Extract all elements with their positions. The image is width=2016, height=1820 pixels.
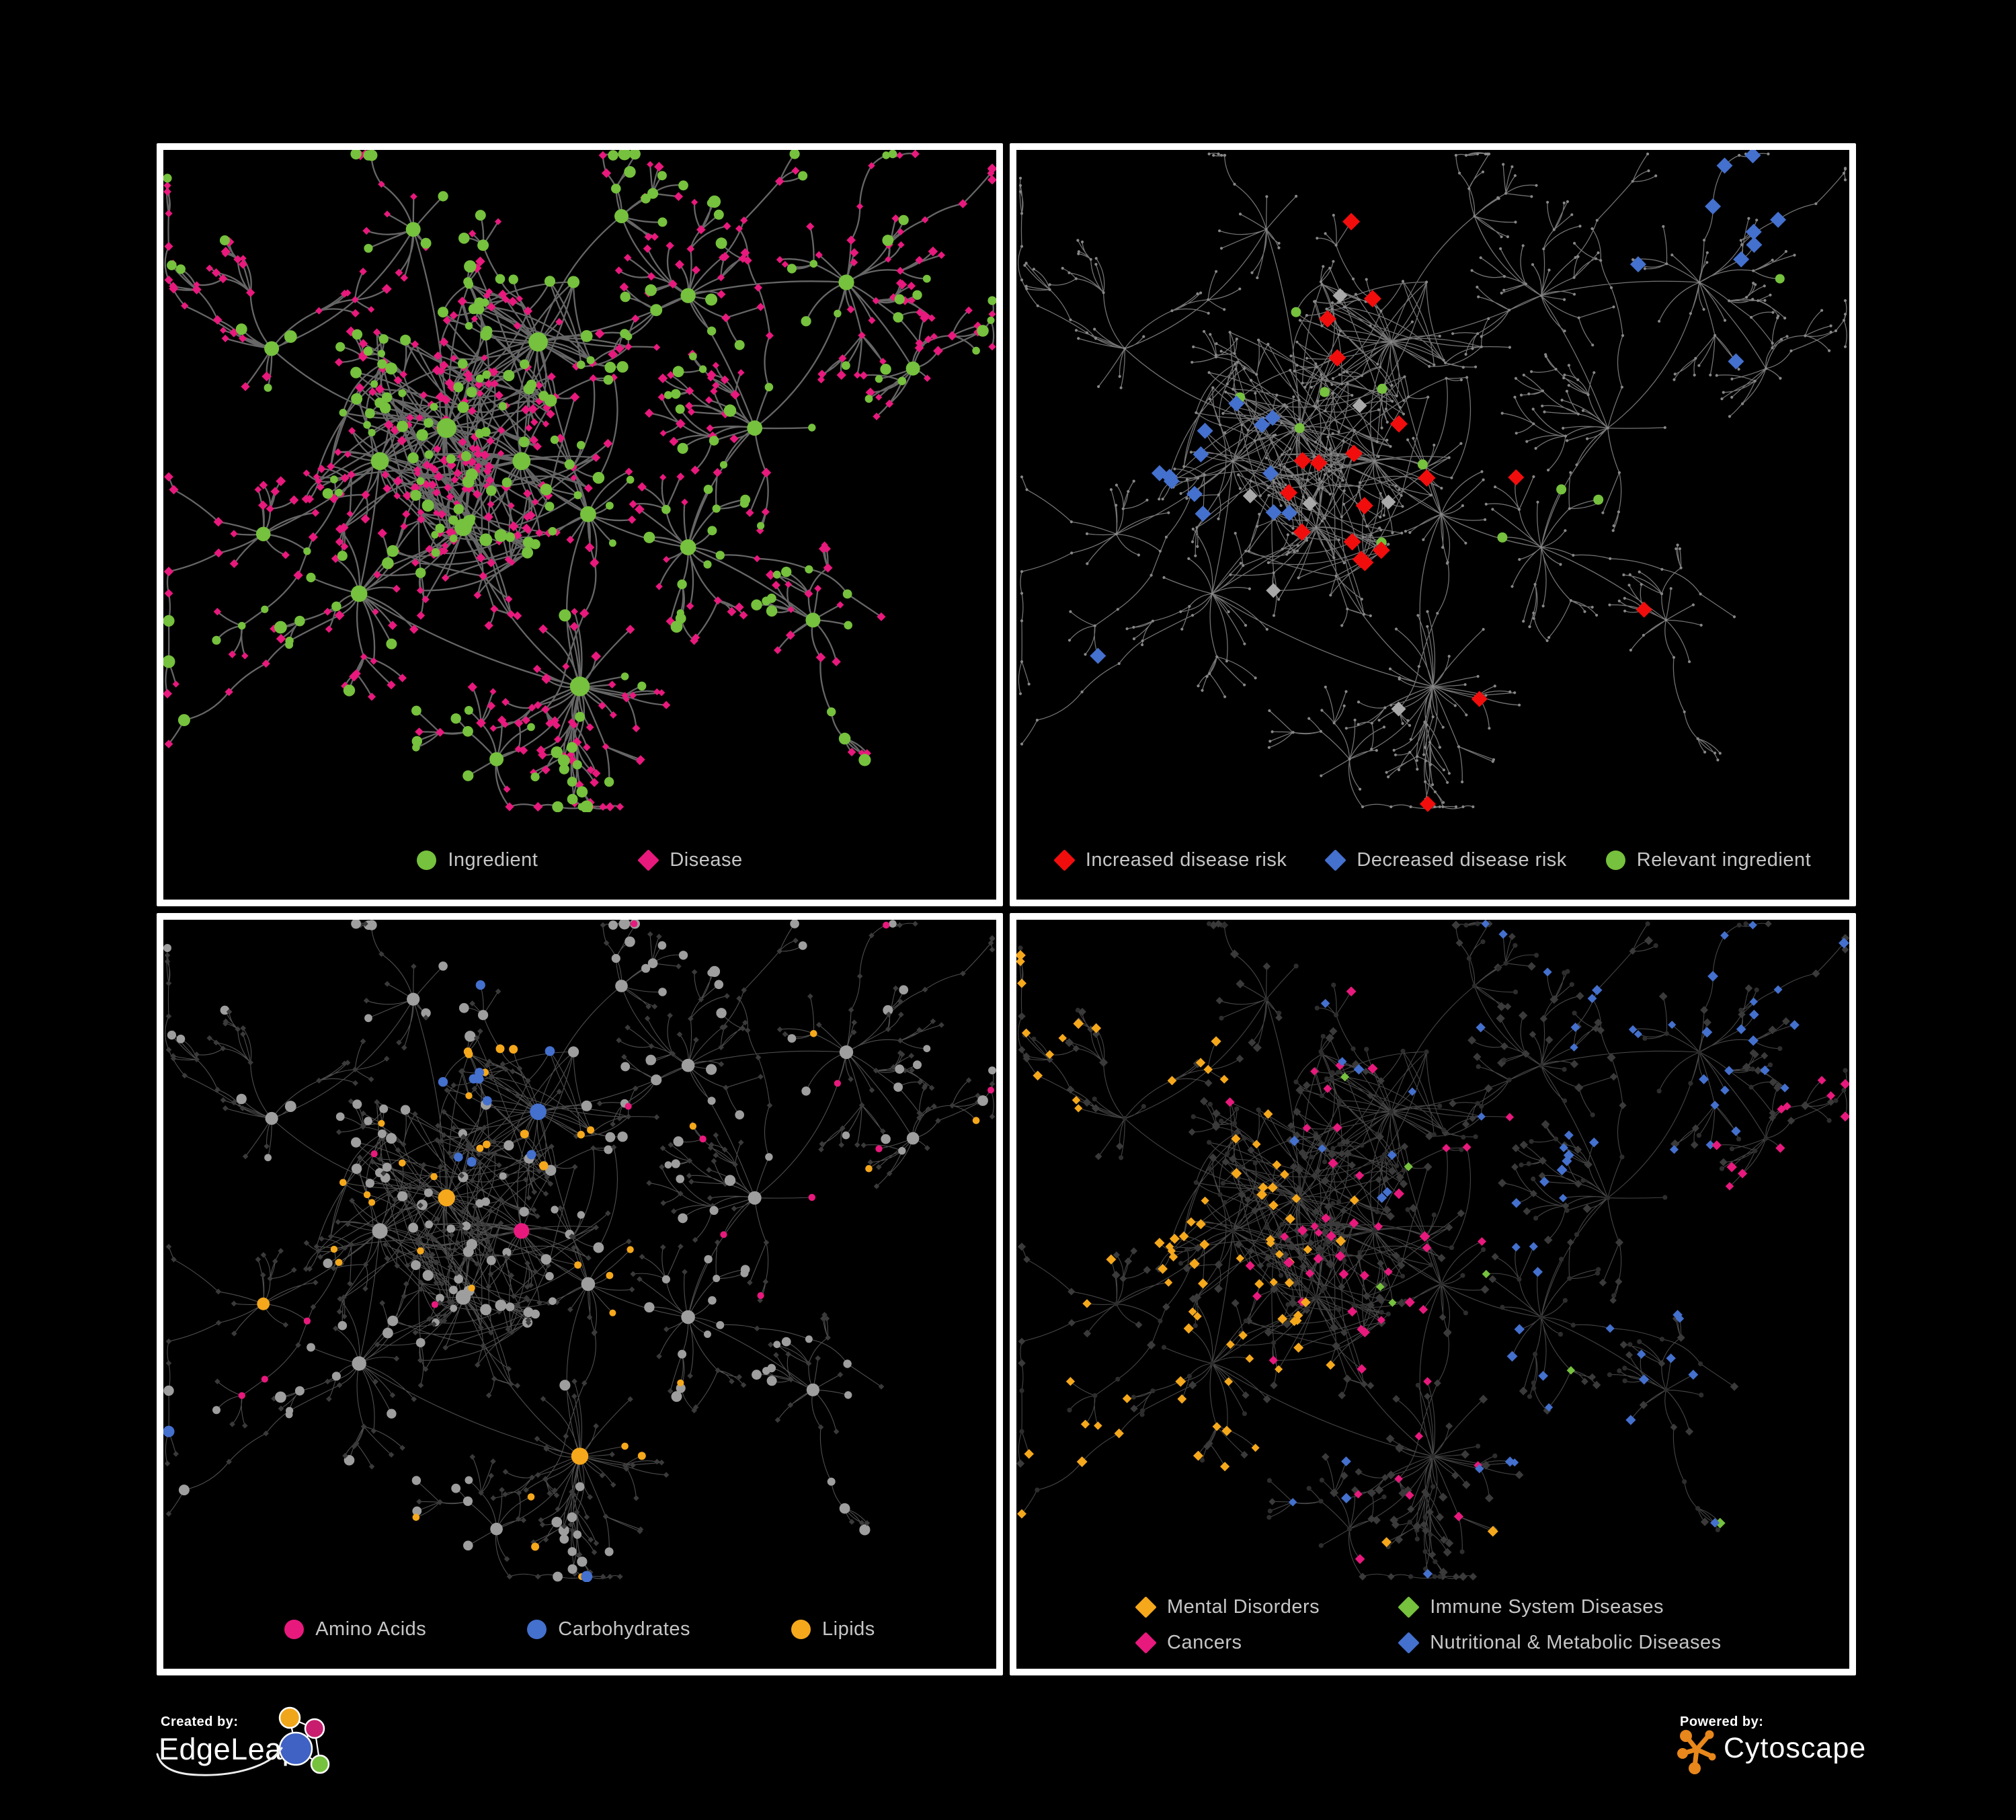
- panel-disease-risk: Increased disease risk Decreased disease …: [1010, 143, 1856, 906]
- cytoscape-wordmark: Cytoscape: [1724, 1732, 1867, 1764]
- panels-grid: Ingredient Disease Increased disease risk…: [157, 143, 1856, 1675]
- panel-ingredient-disease: Ingredient Disease: [157, 143, 1003, 906]
- legend-item-relevant-ingredient: Relevant ingredient: [1605, 848, 1812, 871]
- legend-item-mental-disorders: Mental Disorders: [1135, 1596, 1320, 1618]
- legend-macronutrients: Amino Acids Carbohydrates Lipids: [163, 1618, 996, 1640]
- legend-item-nutritional-metabolic-diseases: Nutritional & Metabolic Diseases: [1398, 1632, 1722, 1654]
- legend-label: Decreased disease risk: [1357, 848, 1567, 871]
- edgeleap-logo-icon: [278, 1706, 330, 1774]
- legend-label: Lipids: [822, 1618, 875, 1640]
- legend-item-ingredient: Ingredient: [417, 849, 538, 871]
- legend-item-immune-system-diseases: Immune System Diseases: [1398, 1596, 1721, 1618]
- legend-label: Increased disease risk: [1085, 848, 1287, 871]
- legend-label: Nutritional & Metabolic Diseases: [1430, 1632, 1722, 1653]
- legend-item-cancers: Cancers: [1135, 1632, 1320, 1654]
- panel-disease-categories: Mental Disorders Immune System Diseases Ca…: [1010, 912, 1856, 1675]
- legend-diamond-marker: [1324, 848, 1347, 871]
- powered-by-label: Powered by:: [1680, 1714, 1764, 1729]
- network-graph-disease-risk: [1017, 150, 1847, 812]
- legend-item-amino-acids: Amino Acids: [284, 1618, 426, 1640]
- edgeleap-swoosh: [156, 1747, 283, 1776]
- legend-disease-risk: Increased disease risk Decreased disease …: [1016, 849, 1849, 871]
- panel-macronutrients: Amino Acids Carbohydrates Lipids: [157, 912, 1003, 1675]
- legend-label: Disease: [670, 848, 743, 871]
- legend-diamond-marker: [1398, 1596, 1420, 1618]
- legend-circle-marker: [527, 1620, 547, 1639]
- legend-disease-categories: Mental Disorders Immune System Diseases Ca…: [1016, 1596, 1849, 1654]
- legend-diamond-marker: [1135, 1596, 1157, 1618]
- legend-label: Carbohydrates: [558, 1618, 690, 1640]
- legend-item-increased-disease-risk: Increased disease risk: [1053, 848, 1287, 871]
- network-graph-macronutrients: [163, 919, 996, 1582]
- legend-label: Immune System Diseases: [1430, 1596, 1664, 1618]
- network-graph-disease-categories: [1016, 919, 1849, 1581]
- created-by-label: Created by:: [161, 1714, 239, 1729]
- legend-label: Relevant ingredient: [1636, 848, 1812, 871]
- legend-diamond-marker: [1053, 848, 1076, 871]
- legend-item-carbohydrates: Carbohydrates: [527, 1618, 690, 1640]
- legend-label: Ingredient: [448, 848, 538, 871]
- legend-circle-marker: [791, 1620, 811, 1639]
- network-graph-ingredient-disease: [163, 150, 996, 812]
- cytoscape-logo-icon: [1677, 1730, 1716, 1774]
- legend-diamond-marker: [1398, 1632, 1420, 1654]
- legend-item-lipids: Lipids: [791, 1618, 875, 1640]
- legend-label: Mental Disorders: [1167, 1596, 1320, 1618]
- legend-label: Amino Acids: [315, 1618, 427, 1640]
- edgeleap-wordmark: EdgeLeap: [159, 1732, 300, 1766]
- legend-item-decreased-disease-risk: Decreased disease risk: [1324, 848, 1567, 871]
- legend-circle-marker: [284, 1620, 305, 1639]
- legend-diamond-marker: [1135, 1632, 1157, 1654]
- legend-circle-marker: [417, 850, 437, 870]
- legend-diamond-marker: [637, 848, 660, 871]
- legend-label: Cancers: [1167, 1632, 1242, 1653]
- legend-item-disease: Disease: [637, 848, 743, 871]
- legend-circle-marker: [1605, 850, 1625, 870]
- legend-ingredient-disease: Ingredient Disease: [163, 849, 996, 871]
